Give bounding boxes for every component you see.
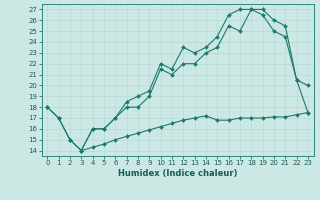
X-axis label: Humidex (Indice chaleur): Humidex (Indice chaleur) xyxy=(118,169,237,178)
